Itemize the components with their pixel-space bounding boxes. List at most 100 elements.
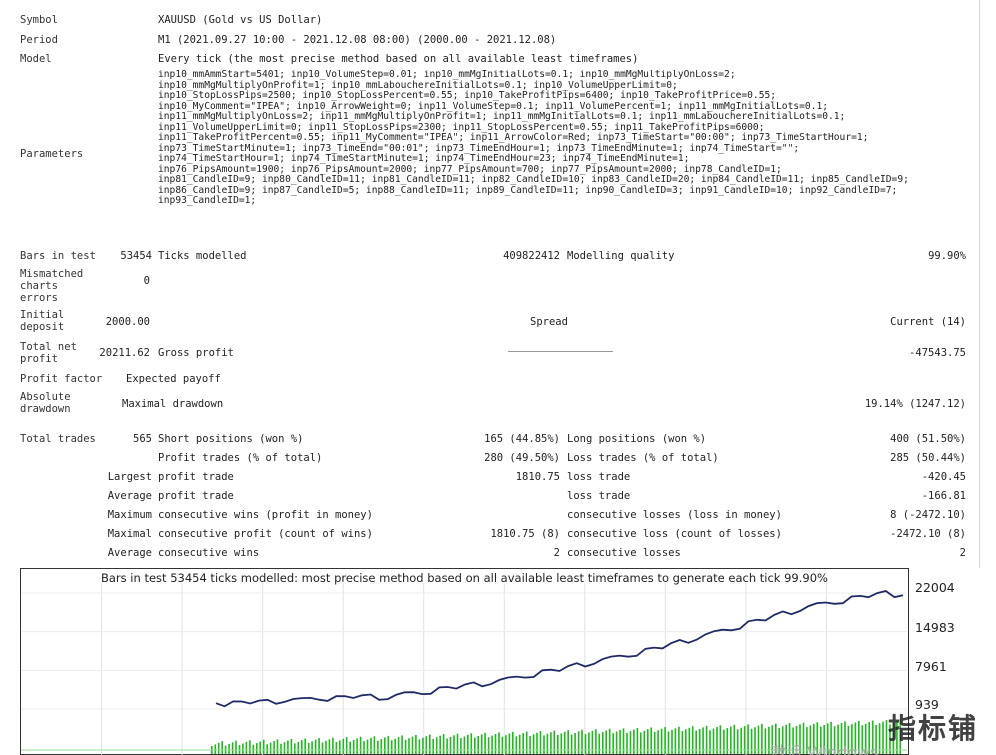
watermark-logo: 指标铺 bbox=[887, 712, 978, 745]
maximum-label: Maximum bbox=[107, 509, 152, 521]
volume-bar bbox=[816, 722, 819, 755]
volume-bar bbox=[743, 726, 746, 754]
volume-bar bbox=[691, 726, 694, 754]
volume-bar bbox=[626, 732, 628, 754]
maximal-profit-label: consecutive profit (count of wins) bbox=[158, 528, 373, 540]
volume-bar bbox=[612, 733, 614, 754]
volume-bar bbox=[584, 734, 587, 754]
volume-bar bbox=[768, 726, 770, 754]
parameter-line: inp74_TimeStartHour=1; inp74_TimeStartMi… bbox=[158, 153, 690, 164]
parameter-line: inp73_TimeStartMinute=1; inp73_TimeEnd="… bbox=[158, 142, 800, 154]
volume-bar bbox=[761, 724, 763, 754]
chart-plot bbox=[21, 583, 907, 755]
losstrades-label: Loss trades (% of total) bbox=[567, 452, 719, 464]
volume-bar bbox=[557, 735, 559, 754]
volume-bar bbox=[505, 735, 507, 755]
volume-bar bbox=[781, 726, 784, 754]
volume-bar bbox=[830, 721, 832, 754]
average-loss-value: -166.81 bbox=[921, 490, 966, 502]
mismatched-value: 0 bbox=[143, 275, 150, 287]
volume-bar bbox=[363, 741, 365, 754]
volume-bar bbox=[307, 742, 310, 754]
largest-profit-label: profit trade bbox=[158, 471, 234, 483]
volume-bar bbox=[688, 727, 691, 754]
bars-label: Bars in test bbox=[20, 250, 96, 262]
maximal-loss-value: -2472.10 (8) bbox=[890, 528, 966, 540]
balance-line bbox=[215, 590, 904, 708]
volume-bar bbox=[799, 724, 801, 754]
volume-bar bbox=[480, 734, 483, 754]
volume-bar bbox=[342, 738, 345, 754]
profittrades-value: 280 (49.50%) bbox=[484, 452, 560, 464]
long-value: 400 (51.50%) bbox=[890, 433, 966, 445]
avg-wins-label: consecutive wins bbox=[158, 547, 260, 559]
symbol-label: Symbol bbox=[20, 14, 58, 26]
volume-bar bbox=[470, 733, 473, 755]
volume-bar bbox=[259, 741, 261, 754]
volume-bar bbox=[754, 727, 756, 754]
symbol-value: XAUUSD (Gold vs US Dollar) bbox=[158, 14, 323, 26]
volume-bar bbox=[719, 725, 722, 754]
volume-bar bbox=[608, 728, 611, 754]
model-value: Every tick (the most precise method base… bbox=[158, 53, 639, 65]
volume-bar bbox=[422, 737, 424, 754]
long-label: Long positions (won %) bbox=[567, 433, 707, 445]
grossloss-value: -47543.75 bbox=[909, 347, 966, 359]
maximal-loss-label: consecutive loss (count of losses) bbox=[567, 528, 782, 540]
volume-bar bbox=[882, 721, 884, 754]
volume-bar bbox=[304, 738, 306, 754]
volume-bar bbox=[321, 742, 324, 754]
volume-bar bbox=[730, 726, 732, 754]
volume-bar bbox=[269, 742, 272, 754]
volume-bar bbox=[474, 737, 476, 754]
volume-bar bbox=[802, 722, 805, 754]
parameters-label: Parameters bbox=[20, 148, 84, 160]
volume-bar bbox=[522, 733, 524, 754]
volume-bar bbox=[643, 730, 646, 755]
volume-bar bbox=[712, 728, 715, 754]
volume-bar bbox=[408, 738, 410, 754]
volume-bar bbox=[560, 733, 563, 754]
volume-bar bbox=[591, 730, 594, 754]
volume-bar bbox=[429, 734, 431, 754]
volume-bar bbox=[875, 724, 877, 754]
max-cons-wins-label: consecutive wins (profit in money) bbox=[158, 509, 373, 521]
volume-bar bbox=[896, 721, 898, 754]
volume-bar bbox=[671, 729, 673, 754]
volume-bar bbox=[397, 737, 400, 754]
volume-bar bbox=[508, 733, 511, 754]
volume-bar bbox=[339, 740, 341, 754]
volume-bar bbox=[283, 742, 286, 754]
ticks-value: 409822412 bbox=[503, 250, 560, 262]
volume-bar bbox=[771, 725, 774, 754]
largest-label: Largest bbox=[107, 471, 152, 483]
volume-bar bbox=[619, 730, 621, 754]
volume-bar bbox=[446, 738, 448, 754]
y-tick-label: 14983 bbox=[915, 620, 955, 635]
volume-bar bbox=[795, 725, 798, 754]
volume-bar bbox=[484, 732, 486, 754]
volume-bar bbox=[716, 726, 718, 754]
parameter-line: inp10_mmAmmStart=5401; inp10_VolumeStep=… bbox=[158, 70, 736, 80]
short-label: Short positions (won %) bbox=[158, 433, 304, 445]
volume-bar bbox=[574, 732, 576, 754]
volume-bar bbox=[373, 736, 376, 754]
volume-bar bbox=[359, 736, 362, 754]
mismatched-label: Mismatched charts errors bbox=[20, 268, 84, 304]
netprofit-label: Total net profit bbox=[20, 341, 77, 365]
volume-bar bbox=[256, 743, 258, 754]
volume-bar bbox=[705, 725, 708, 754]
period-label: Period bbox=[20, 34, 58, 46]
average-profit-label: profit trade bbox=[158, 490, 234, 502]
parameters-value: inp10_mmAmmStart=5401; inp10_VolumeStep=… bbox=[158, 70, 970, 238]
volume-bar bbox=[456, 733, 459, 754]
volume-bar bbox=[415, 735, 417, 754]
volume-bar bbox=[657, 730, 659, 754]
trades-label: Total trades bbox=[20, 433, 96, 445]
volume-bar bbox=[432, 739, 434, 754]
maximal-profit-value: 1810.75 (8) bbox=[490, 528, 560, 540]
volume-bar bbox=[871, 720, 874, 754]
volume-bar bbox=[525, 731, 528, 754]
volume-bar bbox=[404, 739, 407, 754]
